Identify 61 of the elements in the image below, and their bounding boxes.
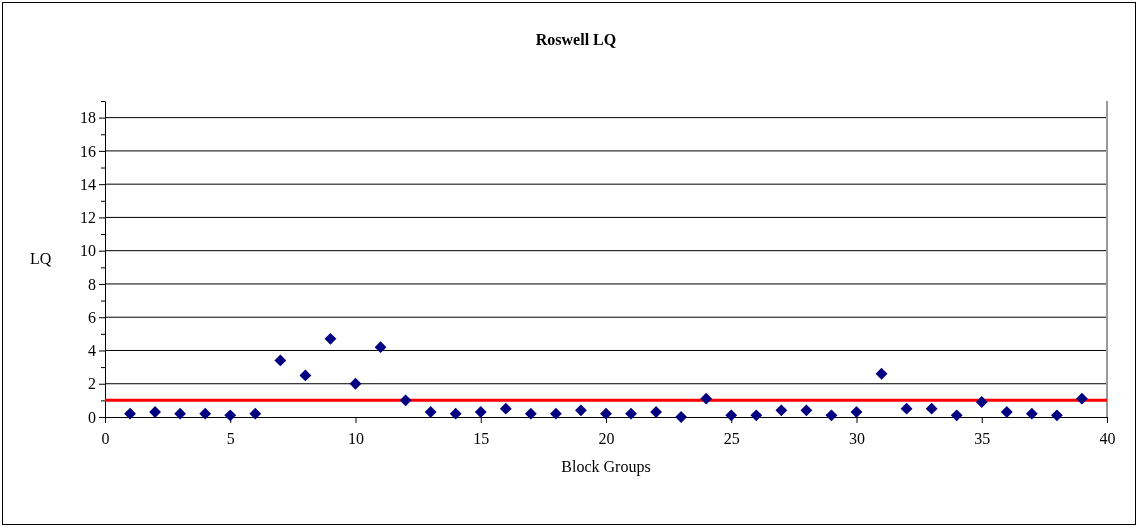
y-tick-label: 0: [88, 408, 96, 426]
point: [1025, 407, 1038, 420]
y-tick-label: 2: [88, 375, 96, 393]
x-tick-label: 15: [473, 429, 490, 447]
point: [174, 407, 187, 420]
point: [900, 402, 913, 415]
point: [499, 402, 512, 415]
x-tick-label: 0: [101, 429, 110, 447]
point: [1050, 409, 1063, 422]
point: [274, 354, 287, 367]
y-tick-label: 8: [88, 275, 96, 293]
point: [775, 404, 788, 417]
point: [449, 407, 462, 420]
point: [424, 406, 437, 418]
point: [299, 369, 312, 382]
point: [950, 409, 963, 422]
x-tick-label: 40: [1099, 429, 1116, 447]
y-tick-label: 10: [80, 242, 96, 260]
point: [700, 392, 713, 405]
point: [725, 409, 738, 422]
point: [625, 407, 637, 420]
point: [524, 407, 537, 420]
y-tick-label: 12: [80, 209, 96, 227]
x-tick-label: 10: [348, 429, 364, 447]
x-axis-title: Block Groups: [561, 458, 651, 476]
x-tick-label: 35: [974, 429, 991, 447]
point: [575, 404, 587, 417]
y-tick-label: 14: [80, 175, 96, 193]
point: [249, 407, 262, 420]
x-tick-label: 25: [723, 429, 740, 447]
point: [399, 394, 412, 407]
point: [324, 332, 337, 345]
point: [149, 406, 162, 418]
point: [124, 407, 136, 420]
point: [549, 407, 562, 420]
point: [875, 367, 888, 380]
point: [374, 341, 387, 354]
x-tick-label: 30: [849, 429, 865, 447]
point: [825, 409, 838, 422]
point: [474, 406, 487, 418]
point: [199, 407, 212, 420]
point: [1076, 392, 1088, 405]
point: [975, 396, 988, 408]
point: [925, 402, 938, 415]
y-tick-label: 4: [88, 342, 96, 360]
y-tick-label: 16: [80, 142, 96, 160]
point: [349, 377, 362, 390]
x-tick-label: 20: [598, 429, 615, 447]
point: [850, 406, 863, 418]
point: [750, 409, 763, 422]
y-tick-label: 6: [88, 308, 96, 326]
point: [1000, 406, 1013, 418]
point: [650, 406, 663, 418]
chart-title: Roswell LQ: [535, 31, 617, 48]
y-tick-label: 18: [80, 109, 96, 127]
point: [800, 404, 813, 417]
x-tick-label: 5: [226, 429, 235, 447]
point: [224, 409, 237, 422]
point: [675, 411, 688, 423]
y-axis-title: LQ: [30, 250, 52, 267]
point: [600, 407, 612, 420]
